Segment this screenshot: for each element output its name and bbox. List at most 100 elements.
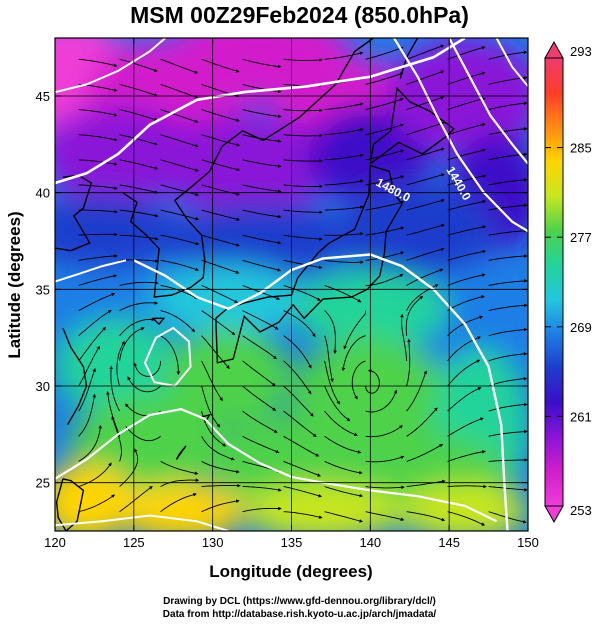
streamline bbox=[488, 50, 528, 60]
chart-title: MSM 00Z29Feb2024 (850.0hPa) bbox=[130, 2, 469, 28]
streamline bbox=[160, 134, 199, 148]
streamline bbox=[283, 209, 323, 215]
streamline bbox=[160, 259, 200, 272]
streamline bbox=[283, 133, 323, 138]
streamline bbox=[106, 391, 121, 437]
streamline bbox=[78, 494, 116, 513]
streamline bbox=[365, 226, 405, 236]
shading-blob bbox=[55, 318, 182, 415]
streamline bbox=[201, 209, 241, 221]
streamline bbox=[201, 285, 239, 303]
streamline bbox=[406, 338, 411, 387]
streamline bbox=[160, 285, 199, 299]
streamline bbox=[242, 410, 278, 433]
streamline bbox=[488, 76, 528, 85]
coastline-okinawa bbox=[175, 445, 187, 460]
x-tick-label: 125 bbox=[123, 535, 145, 550]
streamline bbox=[78, 254, 118, 261]
contour-line bbox=[55, 408, 497, 523]
streamline bbox=[78, 393, 96, 437]
streamline bbox=[78, 58, 118, 68]
streamline bbox=[488, 352, 528, 362]
streamline bbox=[365, 123, 405, 136]
shading-blob bbox=[55, 463, 134, 531]
shading-blobs bbox=[55, 38, 528, 531]
streamline bbox=[201, 109, 240, 122]
streamline bbox=[447, 359, 481, 387]
streamline bbox=[242, 486, 282, 492]
streamline bbox=[283, 486, 323, 498]
streamline bbox=[406, 268, 444, 286]
streamline bbox=[201, 58, 240, 73]
streamline bbox=[201, 385, 221, 428]
contour-line bbox=[143, 326, 192, 388]
axis-ticks: 120 125 130 135 140 145 150 25 30 35 40 45 bbox=[36, 38, 539, 550]
streamline bbox=[109, 365, 120, 412]
streamline bbox=[324, 460, 363, 475]
streamline bbox=[324, 205, 364, 211]
streamline bbox=[488, 303, 528, 312]
streamline bbox=[201, 335, 230, 370]
map-plot-area bbox=[55, 38, 528, 531]
streamline bbox=[343, 310, 367, 350]
streamline bbox=[406, 121, 445, 136]
streamline bbox=[447, 174, 487, 186]
streamline bbox=[283, 234, 323, 241]
streamline bbox=[133, 360, 162, 377]
y-tick-label: 25 bbox=[36, 476, 50, 491]
shading-blob bbox=[70, 395, 229, 493]
streamline bbox=[160, 310, 196, 333]
shading-blob bbox=[55, 192, 182, 270]
streamline bbox=[78, 462, 112, 487]
streamline bbox=[283, 335, 312, 369]
streamline bbox=[127, 376, 161, 393]
colorbar-tick-label: 285 bbox=[570, 141, 592, 156]
streamline bbox=[447, 484, 487, 489]
coastline-china-east bbox=[62, 327, 88, 426]
streamline bbox=[242, 58, 282, 69]
streamline bbox=[201, 483, 241, 488]
streamline bbox=[324, 102, 364, 110]
streamline bbox=[447, 148, 487, 161]
streamline bbox=[324, 335, 334, 383]
streamline bbox=[78, 184, 118, 190]
x-axis-label: Longitude (degrees) bbox=[209, 562, 372, 581]
streamline bbox=[283, 285, 321, 301]
streamline bbox=[324, 486, 364, 498]
streamline bbox=[119, 486, 153, 513]
streamline bbox=[119, 327, 145, 361]
coastline-china-north bbox=[55, 174, 93, 252]
streamline bbox=[447, 71, 486, 85]
streamline bbox=[406, 407, 438, 437]
streamline bbox=[201, 461, 240, 474]
streamline bbox=[242, 385, 277, 411]
streamline bbox=[242, 259, 282, 272]
contour-line bbox=[448, 38, 528, 165]
streamline bbox=[78, 424, 102, 462]
streamline bbox=[447, 97, 486, 110]
colorbar-tick-label: 269 bbox=[570, 320, 592, 335]
streamline bbox=[201, 360, 223, 402]
streamline bbox=[365, 485, 405, 490]
streamline bbox=[365, 175, 405, 186]
contour-line bbox=[55, 514, 229, 531]
streamline bbox=[406, 147, 445, 161]
streamline bbox=[242, 335, 277, 360]
x-tick-label: 150 bbox=[517, 535, 539, 550]
streamline bbox=[160, 83, 199, 99]
x-tick-label: 135 bbox=[281, 535, 303, 550]
streamline bbox=[242, 360, 276, 387]
coastline-korea-russia bbox=[122, 38, 374, 298]
streamline bbox=[283, 259, 323, 270]
streamline bbox=[447, 46, 486, 60]
streamline bbox=[283, 58, 323, 62]
streamline bbox=[201, 134, 240, 147]
streamline bbox=[242, 209, 282, 219]
streamline bbox=[78, 326, 107, 362]
streamline bbox=[406, 479, 446, 487]
coastline-jeju bbox=[152, 317, 166, 326]
x-tick-label: 120 bbox=[44, 535, 66, 550]
streamline bbox=[324, 153, 364, 161]
streamline bbox=[119, 184, 159, 194]
streamline bbox=[351, 360, 366, 400]
